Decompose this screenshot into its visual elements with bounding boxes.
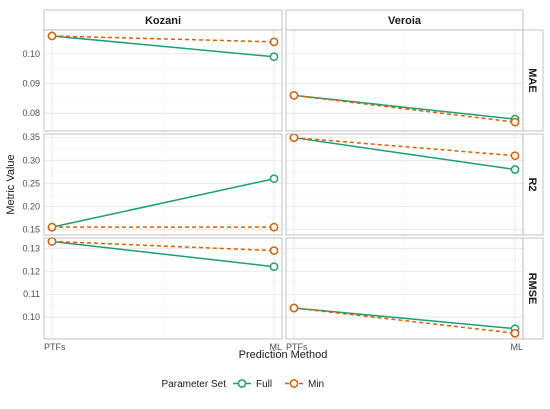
legend-item-full: Full: [233, 379, 272, 390]
x-tick-label: PTFs: [286, 342, 308, 352]
panel-rmse-veroia-border: [285, 237, 524, 340]
y-tick-label: 0.15: [22, 224, 40, 234]
y-tick-label: 0.08: [22, 108, 40, 118]
panel-r2-veroia: [285, 133, 524, 236]
y-axis-title: Metric Value: [5, 154, 17, 214]
series-line-full: [51, 35, 275, 58]
y-tick-label: 0.09: [22, 78, 40, 88]
strip-label-kozani: Kozani: [145, 15, 181, 27]
legend-item-min: Min: [285, 379, 324, 390]
series-line-min: [293, 94, 516, 123]
data-point-min-ml: [269, 246, 279, 255]
panel-mae-veroia: [285, 29, 524, 132]
x-axis-title: Prediction Method: [239, 349, 328, 361]
panel-rmse-veroia: PTFs ML: [285, 237, 524, 352]
series-line-full: [51, 240, 275, 268]
series-line-min: [293, 307, 516, 335]
data-point-min-ptfs: [47, 222, 57, 232]
series-line-full: [293, 307, 516, 330]
legend-key-point-min: [289, 379, 299, 388]
panel-rmse-kozani: 0.10 0.11 0.12 0.13 PTFs ML: [22, 237, 283, 352]
series-line-min: [293, 136, 516, 157]
y-tick-label: 0.13: [22, 243, 40, 253]
panel-mae-veroia-border: [285, 29, 524, 132]
strip-label-r2: R2: [526, 177, 538, 191]
panel-r2-veroia-border: [285, 133, 524, 236]
y-tick-label: 0.10: [22, 312, 40, 322]
data-point-min-ml: [510, 151, 520, 161]
data-point-min-ml: [269, 37, 279, 47]
data-point-min-ptfs: [289, 303, 299, 313]
y-tick-label: 0.12: [22, 266, 40, 276]
legend: Parameter Set Full Min: [162, 379, 325, 390]
data-point-min-ptfs: [47, 237, 57, 246]
data-point-full-ml: [269, 52, 279, 62]
series-line-min: [51, 35, 275, 43]
data-point-min-ml: [269, 222, 279, 232]
data-point-full-ml: [269, 262, 279, 272]
data-point-full-ml: [269, 174, 279, 184]
data-point-min-ml: [510, 117, 520, 127]
series-line-full: [293, 136, 516, 171]
panel-mae-kozani-border: [43, 29, 283, 132]
y-tick-label: 0.10: [22, 49, 40, 59]
panels: 0.08 0.09 0.10 0.15 0.20 0.25 0.30 0.35 0.10 0.11…: [22, 29, 524, 352]
data-point-min-ptfs: [47, 31, 57, 41]
panel-r2-kozani: 0.15 0.20 0.25 0.30 0.35: [22, 132, 283, 236]
y-tick-label: 0.35: [22, 132, 40, 142]
y-tick-label: 0.30: [22, 155, 40, 165]
x-tick-label: ML: [269, 342, 282, 352]
legend-label-full: Full: [256, 379, 272, 390]
data-point-min-ptfs: [289, 133, 299, 143]
x-tick-label: ML: [510, 342, 523, 352]
y-tick-label: 0.25: [22, 178, 40, 188]
series-line-full: [51, 178, 275, 228]
data-point-min-ml: [510, 328, 520, 338]
strip-label-rmse: RMSE: [526, 273, 538, 305]
legend-title: Parameter Set: [162, 379, 227, 390]
data-point-min-ptfs: [289, 91, 299, 100]
panel-rmse-kozani-border: [43, 237, 283, 340]
strip-label-veroia: Veroia: [388, 15, 422, 27]
y-tick-label: 0.20: [22, 201, 40, 211]
legend-label-min: Min: [308, 379, 324, 390]
legend-key-point-full: [237, 379, 247, 388]
y-tick-label: 0.11: [23, 289, 40, 299]
x-tick-label: PTFs: [44, 342, 66, 352]
strip-label-mae: MAE: [526, 68, 538, 92]
panel-mae-kozani: 0.08 0.09 0.10: [22, 29, 283, 132]
data-point-full-ml: [510, 165, 520, 174]
panel-r2-kozani-border: [43, 133, 283, 236]
series-line-min: [51, 240, 275, 252]
